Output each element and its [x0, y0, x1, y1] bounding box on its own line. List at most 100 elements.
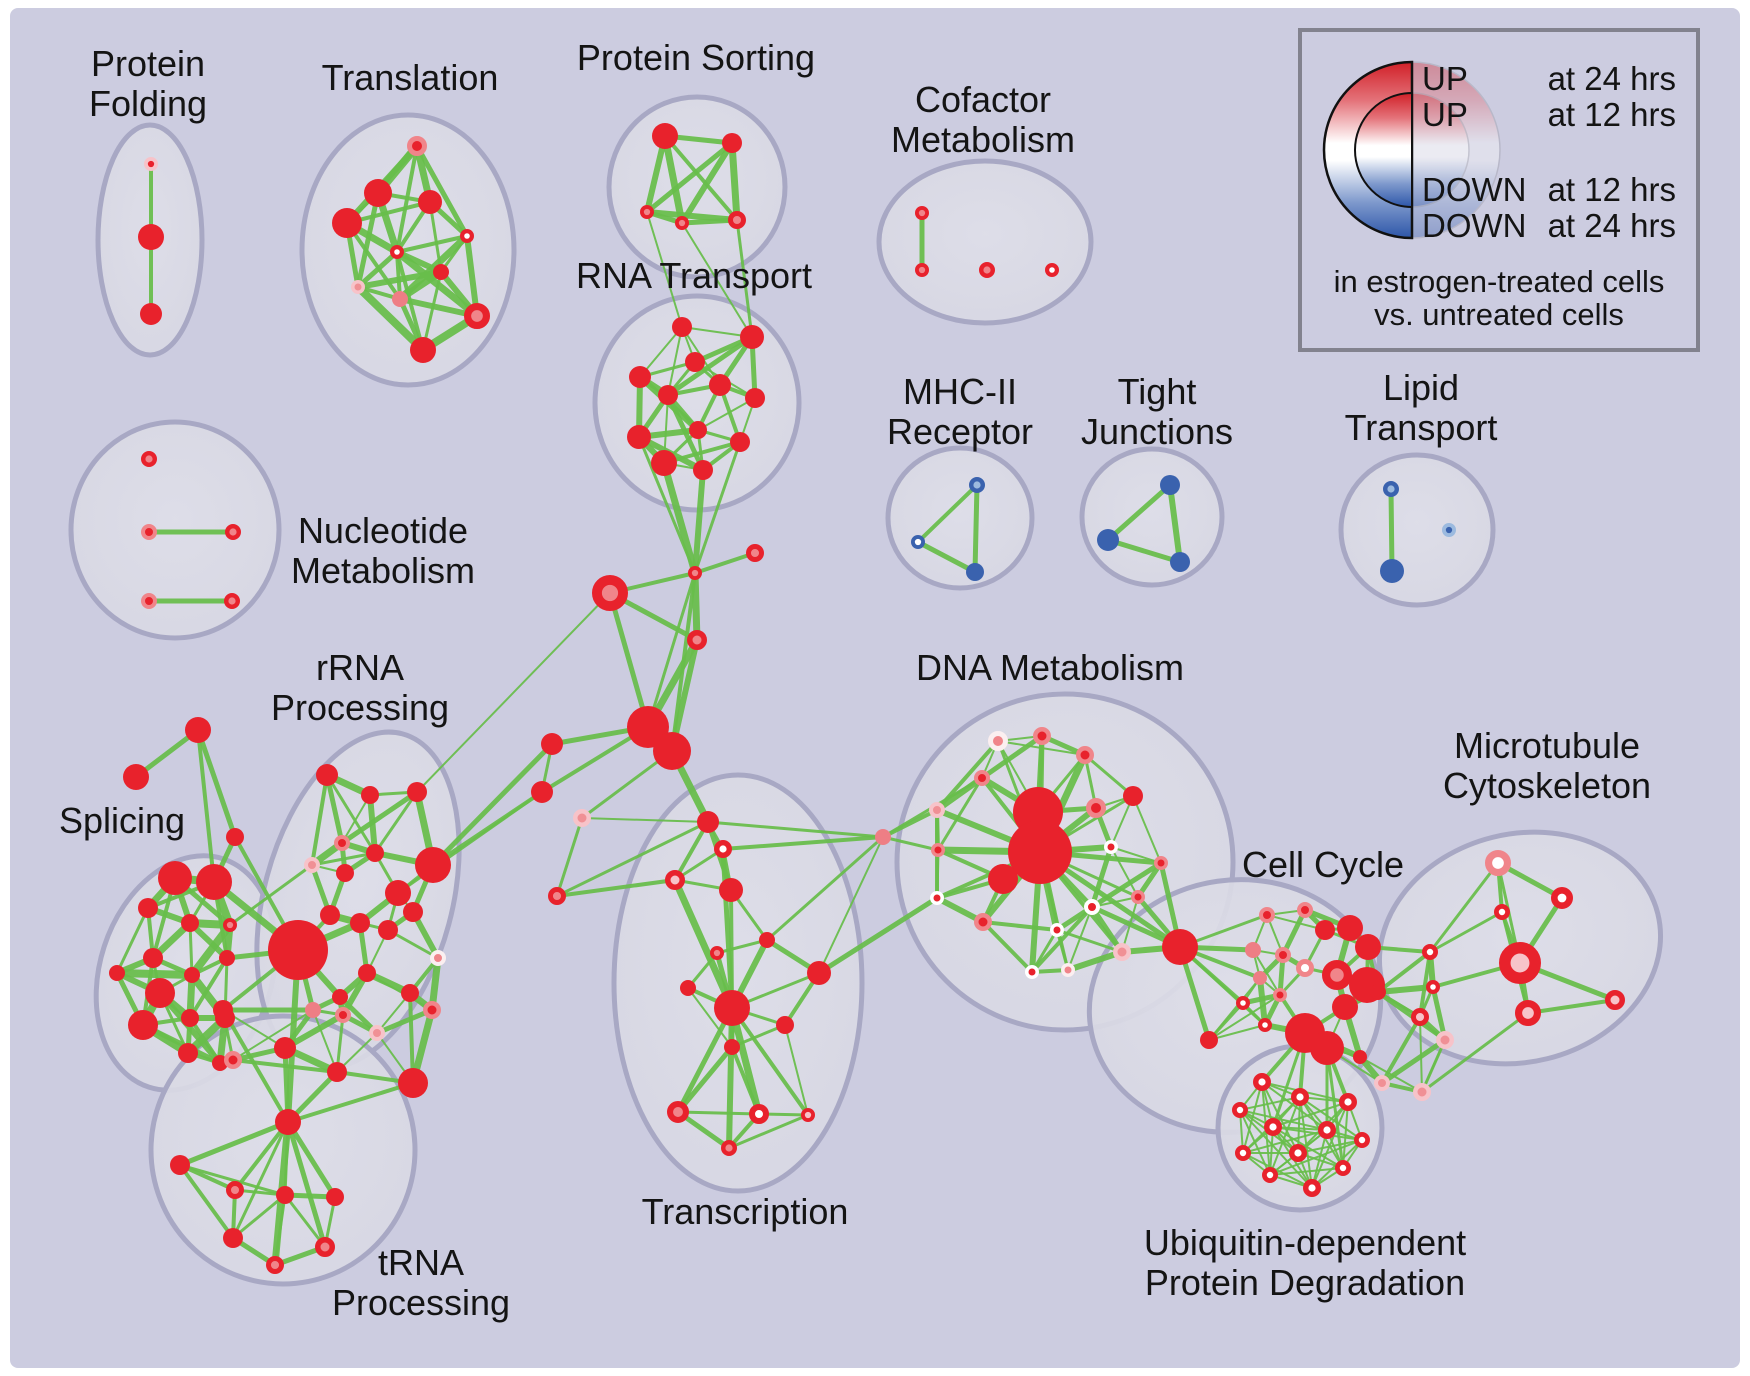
network-edge [1280, 907, 1308, 958]
node-rrna_processing-19 [213, 1000, 233, 1020]
network-edge [728, 1004, 763, 1118]
legend: UP at 24 hrs UP at 12 hrs DOWN at 12 hrs… [1298, 28, 1700, 352]
node-rna_transport-3 [629, 366, 651, 388]
node-rna_transport-6 [658, 385, 678, 405]
network-edge [936, 776, 984, 852]
cluster-label-ubiquitin_degradation-line-2: Protein Degradation [1145, 1262, 1465, 1303]
cluster-label-rna_transport: RNA Transport [576, 255, 812, 296]
network-edge [414, 143, 470, 239]
network-edge [1132, 795, 1162, 864]
network-edge [1430, 984, 1448, 1043]
node-tight_junctions-2 [1170, 552, 1190, 572]
cluster-label-microtubule_cytoskeleton-line-1: Microtubule [1454, 725, 1640, 766]
node-cell_cycle-15 [1310, 1031, 1344, 1065]
network-edge [228, 863, 314, 927]
legend-down-12-label: DOWN [1422, 171, 1526, 208]
node-cofactor_metabolism-3 [1044, 263, 1059, 278]
node-dna_metabolism-5 [1123, 786, 1143, 806]
node-cell_cycle-19 [1374, 1075, 1390, 1091]
cluster-label-nucleotide_metabolism-line-2: Metabolism [291, 550, 475, 591]
node-splicing-11 [181, 1009, 199, 1027]
node-rrna_processing-11 [378, 920, 398, 940]
node-transcription-0 [697, 811, 719, 833]
node-microtubule_cytoskeleton-2 [1494, 904, 1511, 921]
network-edge [416, 592, 611, 793]
network-edge [972, 482, 980, 575]
node-transcription-1 [714, 840, 733, 859]
network-edge [1208, 977, 1261, 1041]
node-splicing-10 [128, 1010, 158, 1040]
node-rrna_processing-25 [423, 1001, 441, 1019]
network-edge [818, 836, 884, 974]
network-edge [430, 741, 555, 868]
network-edge [660, 459, 699, 577]
network-edge [286, 1081, 415, 1124]
node-trna_processing-0 [275, 1109, 301, 1135]
node-triangle-0 [185, 717, 211, 743]
node-mhc_ii_receptor-0 [969, 477, 986, 494]
cluster-label-rrna_processing-line-2: Processing [271, 687, 449, 728]
node-dna_metabolism-15 [1131, 890, 1145, 904]
cluster-ellipse-protein_sorting [606, 94, 788, 280]
node-translation-0 [407, 136, 427, 156]
network-edge [355, 249, 400, 290]
network-edge [665, 392, 706, 473]
node-rrna_processing-23 [335, 1007, 351, 1023]
node-rrna_processing-14 [430, 950, 446, 966]
node-cell_cycle-12 [1235, 995, 1250, 1010]
node-triangle-2 [226, 828, 244, 846]
node-rrna_processing-9 [320, 905, 340, 925]
network-edge [1420, 1038, 1447, 1094]
node-ubiquitin_degradation-11 [1302, 1178, 1321, 1197]
node-nucleotide_metabolism-4 [223, 593, 240, 610]
node-dna_metabolism-11 [1154, 856, 1168, 870]
network-edge [397, 296, 480, 319]
cluster-label-splicing: Splicing [59, 800, 185, 841]
network-edge [1388, 486, 1395, 574]
node-cell_cycle-21 [1436, 1031, 1454, 1049]
node-ubiquitin_degradation-4 [1263, 1117, 1282, 1136]
network-edge [113, 969, 196, 979]
node-rrna_processing-7 [415, 847, 451, 883]
network-edge [1272, 1126, 1344, 1169]
network-edge [981, 920, 1034, 974]
cluster-ellipse-tight_junctions [1079, 446, 1225, 588]
node-transcription-4 [759, 932, 775, 948]
network-edge [675, 1005, 735, 1115]
node-hub-0 [627, 706, 669, 748]
node-transcription-9 [776, 1016, 794, 1034]
network-edge [325, 773, 377, 855]
network-edge [1269, 1167, 1344, 1176]
network-edge [1269, 1139, 1363, 1176]
cluster-label-dna_metabolism: DNA Metabolism [916, 647, 1184, 688]
legend-caption-line-2: vs. untreated cells [1374, 297, 1624, 332]
network-edge [1379, 1037, 1448, 1086]
network-edge [221, 1008, 290, 1124]
cluster-label-ubiquitin_degradation-line-1: Ubiquitin-dependent [1144, 1222, 1466, 1263]
network-edge [1178, 945, 1267, 1027]
network-edge [177, 1119, 291, 1168]
cluster-label-lipid_transport-line-1: Lipid [1383, 367, 1459, 408]
network-edge [285, 1119, 328, 1250]
node-transcription-7 [807, 961, 831, 985]
node-dna_metabolism-0 [988, 731, 1008, 751]
node-rna_transport-2 [685, 352, 705, 372]
node-transcription-12 [749, 1104, 769, 1124]
node-lipid_transport-0 [1382, 481, 1399, 498]
node-cell_cycle-6 [1275, 947, 1291, 963]
network-edge [1208, 1024, 1266, 1041]
node-splicing-7 [184, 967, 200, 983]
node-rrna_processing-2 [407, 782, 427, 802]
network-edge [341, 794, 371, 844]
network-edge [765, 835, 885, 942]
network-edge [679, 140, 735, 226]
node-cell_cycle-3 [1337, 915, 1363, 941]
node-hub-8 [592, 575, 629, 612]
node-rrna_processing-21 [274, 1037, 296, 1059]
network-edge [1526, 998, 1617, 1015]
legend-up-24-label: UP [1422, 60, 1468, 97]
network-edge [646, 211, 683, 328]
node-rna_transport-9 [730, 432, 750, 452]
node-lipid_transport-1 [1380, 559, 1404, 583]
